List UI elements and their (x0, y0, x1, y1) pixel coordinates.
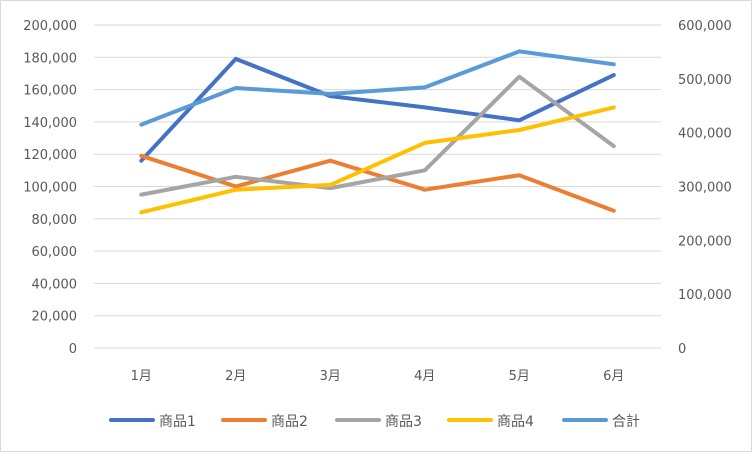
left-axis-tick-label: 120,000 (23, 148, 77, 163)
right-axis-tick-label: 500,000 (678, 73, 732, 88)
x-axis-tick-label: 1月 (131, 369, 152, 384)
right-axis-ticks: 0 100,000 200,000 300,000 400,000 500,000 600,… (678, 19, 732, 357)
left-axis-tick-label: 200,000 (23, 19, 77, 34)
x-axis-tick-label: 5月 (509, 369, 530, 384)
left-axis-ticks: 0 20,000 40,000 60,000 80,000 100,000 120,000 1… (23, 19, 77, 357)
left-axis-tick-label: 180,000 (23, 51, 77, 66)
series-lines (141, 51, 614, 212)
left-axis-tick-label: 100,000 (23, 181, 77, 196)
left-axis-tick-label: 20,000 (32, 310, 78, 325)
legend-label: 商品4 (497, 414, 534, 430)
x-axis-tick-label: 4月 (414, 369, 435, 384)
legend-label: 商品1 (159, 414, 196, 430)
legend-label: 商品3 (385, 414, 422, 430)
left-axis-tick-label: 80,000 (32, 213, 78, 228)
right-axis-tick-label: 600,000 (678, 19, 732, 34)
right-axis-tick-label: 400,000 (678, 127, 732, 142)
series-line-1 (141, 59, 614, 161)
x-axis-tick-label: 6月 (603, 369, 624, 384)
series-line-4 (141, 107, 614, 212)
left-axis-tick-label: 60,000 (32, 245, 78, 260)
left-axis-tick-label: 140,000 (23, 116, 77, 131)
series-line-5 (141, 51, 614, 124)
right-axis-tick-label: 300,000 (678, 181, 732, 196)
legend: 商品1 商品2 商品3 商品4 合計 (111, 414, 640, 430)
legend-label: 商品2 (271, 414, 308, 430)
right-axis-tick-label: 200,000 (678, 234, 732, 249)
x-axis-ticks: 1月 2月 3月 4月 5月 6月 (131, 369, 625, 384)
x-axis-tick-label: 3月 (320, 369, 341, 384)
legend-label: 合計 (612, 414, 640, 430)
left-axis-tick-label: 160,000 (23, 84, 77, 99)
x-axis-tick-label: 2月 (225, 369, 246, 384)
left-axis-tick-label: 0 (69, 342, 77, 357)
right-axis-tick-label: 0 (678, 342, 686, 357)
left-axis-tick-label: 40,000 (32, 277, 78, 292)
right-axis-tick-label: 100,000 (678, 288, 732, 303)
